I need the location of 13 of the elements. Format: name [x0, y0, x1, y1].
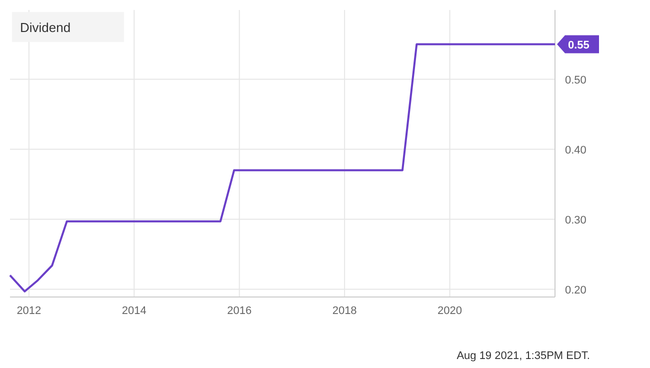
x-tick-label: 2018	[332, 305, 357, 317]
y-tick-label: 0.50	[565, 74, 586, 86]
annotation: 0.55	[568, 39, 590, 52]
line-series	[9, 43, 556, 292]
x-tick-label: 2014	[122, 305, 146, 317]
title-panel: Dividend	[12, 12, 124, 42]
y-tick-label: 0.30	[565, 214, 586, 226]
text: Aug 19 2021, 1:35PM EDT.	[456, 350, 590, 362]
y-tick-label: 0.20	[565, 284, 586, 296]
y-tick-label: 0.40	[565, 144, 586, 156]
x-tick-label: 2020	[438, 305, 462, 317]
x-tick-label: 2012	[16, 305, 42, 317]
x-tick-label: 2016	[227, 305, 252, 317]
